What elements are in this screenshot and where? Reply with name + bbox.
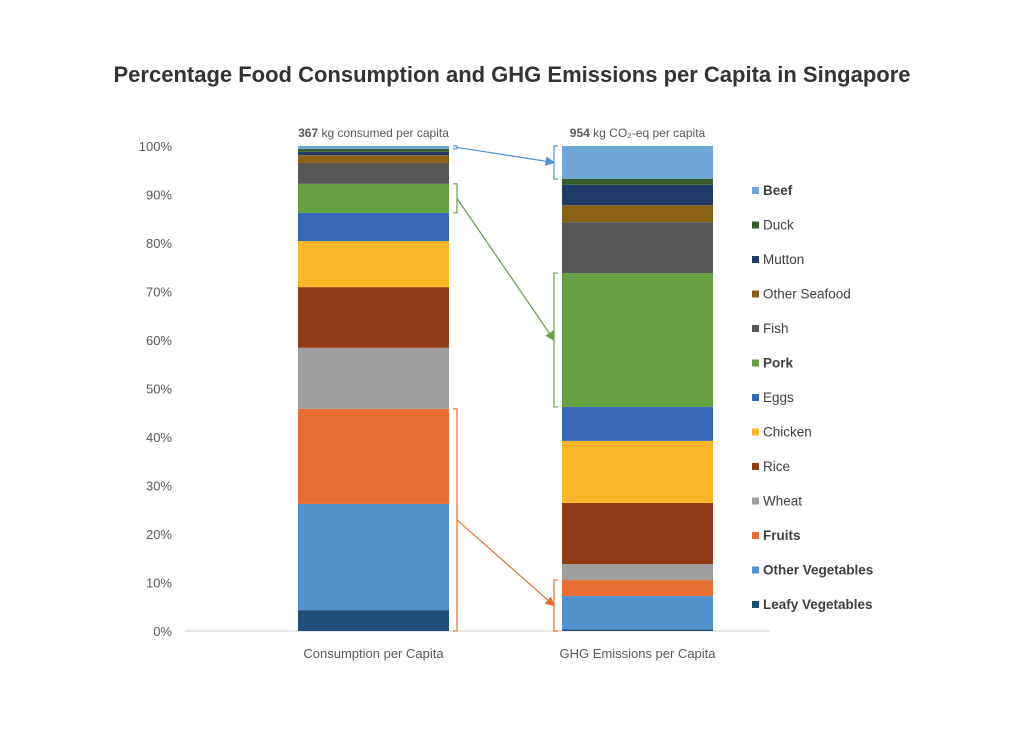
bar-segment-fish — [298, 162, 449, 184]
bar-segment-fruits — [298, 408, 449, 504]
bar-segment-mutton — [562, 184, 713, 206]
link-arrow — [456, 198, 555, 341]
bar-segment-wheat — [562, 564, 713, 581]
bar-segment-eggs — [562, 406, 713, 441]
legend-swatch — [752, 601, 759, 608]
y-tick-label: 60% — [146, 333, 172, 348]
chart-title: Percentage Food Consumption and GHG Emis… — [113, 62, 911, 87]
legend-label: Mutton — [763, 252, 804, 267]
link-arrow — [456, 146, 556, 166]
bar-segment-other-vegetables — [298, 503, 449, 611]
legend-label: Other Seafood — [763, 287, 851, 302]
bar-segment-other-vegetables — [562, 596, 713, 630]
bar-segment-beef — [298, 146, 449, 149]
legend-swatch — [752, 566, 759, 574]
y-tick-label: 70% — [146, 285, 172, 300]
y-tick-label: 10% — [146, 576, 172, 591]
bar-total-annotation: 954 kg CO₂-eq per capita — [570, 126, 706, 140]
y-tick-label: 0% — [153, 624, 172, 639]
bracket-right — [553, 579, 558, 632]
legend-label: Beef — [763, 183, 793, 198]
legend-label: Fish — [763, 321, 789, 336]
legend-swatch — [752, 290, 759, 298]
x-tick-label: GHG Emissions per Capita — [559, 646, 716, 661]
bar-segment-chicken — [298, 241, 449, 288]
bar-segment-fish — [562, 222, 713, 274]
legend-swatch — [752, 256, 759, 263]
y-tick-label: 90% — [146, 188, 172, 203]
legend-label: Chicken — [763, 425, 812, 440]
y-tick-label: 20% — [146, 527, 172, 542]
bar-segment-wheat — [298, 347, 449, 409]
bar-total-annotation: 367 kg consumed per capita — [298, 126, 449, 140]
bar-segment-other-seafood — [298, 155, 449, 163]
bracket-left — [453, 145, 458, 150]
y-tick-label: 40% — [146, 430, 172, 445]
bar-segment-pork — [298, 183, 449, 213]
x-tick-label: Consumption per Capita — [303, 646, 444, 661]
bracket-left — [453, 183, 458, 214]
bar-segment-leafy-vegetables — [298, 610, 449, 631]
y-tick-label: 80% — [146, 236, 172, 251]
legend-label: Duck — [763, 218, 794, 233]
bar-segment-rice — [562, 502, 713, 565]
bar-segment-duck — [562, 178, 713, 185]
link-arrow — [456, 519, 555, 607]
y-tick-label: 30% — [146, 479, 172, 494]
bar-segment-other-seafood — [562, 205, 713, 223]
bar-segment-chicken — [562, 440, 713, 503]
legend-label: Pork — [763, 356, 794, 371]
legend-swatch — [752, 428, 759, 436]
legend-swatch — [752, 325, 759, 332]
bar-segment-eggs — [298, 212, 449, 242]
bar-segment-leafy-vegetables — [562, 629, 713, 631]
bracket-left — [453, 408, 458, 632]
legend-swatch — [752, 532, 759, 539]
legend-swatch — [752, 221, 759, 229]
bracket-right — [553, 272, 558, 408]
legend-label: Rice — [763, 459, 790, 474]
y-tick-label: 100% — [139, 139, 173, 154]
legend-label: Wheat — [763, 494, 802, 509]
legend-swatch — [752, 394, 759, 401]
legend-swatch — [752, 497, 759, 505]
bar-segment-beef — [562, 146, 713, 179]
legend-swatch — [752, 463, 759, 470]
legend-label: Leafy Vegetables — [763, 597, 873, 612]
bar-segment-rice — [298, 287, 449, 348]
y-tick-label: 50% — [146, 382, 172, 397]
bar-segment-fruits — [562, 580, 713, 597]
bar-segment-duck — [298, 148, 449, 152]
legend-label: Other Vegetables — [763, 563, 873, 578]
bar-segment-pork — [562, 273, 713, 407]
legend-swatch — [752, 359, 759, 367]
bracket-right — [553, 145, 558, 180]
legend-swatch — [752, 187, 759, 194]
legend-label: Fruits — [763, 528, 801, 543]
bar-segment-mutton — [298, 151, 449, 156]
legend-label: Eggs — [763, 390, 794, 405]
